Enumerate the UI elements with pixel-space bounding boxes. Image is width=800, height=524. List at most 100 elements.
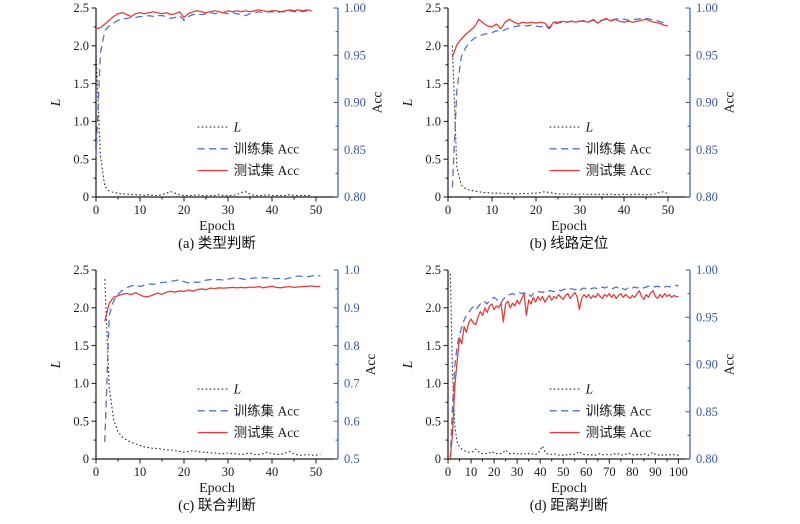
- right-y-axis: 0.80 0.85 0.90 0.95 1.00 Acc: [333, 1, 385, 204]
- x-axis-label: Epoch: [551, 219, 587, 234]
- legend-label: 训练集 Acc: [586, 403, 652, 418]
- x-tick-label: 100: [669, 465, 688, 479]
- left-y-axis: 0 0.5 1.0 1.5 2.0 2.5 L: [400, 1, 448, 204]
- right-tick-label: 0.80: [696, 190, 718, 204]
- chart-joint-judgment: 0 10 20 30 40 50Epoch00.51.01.52.02.5L0.50.60…: [48, 263, 378, 496]
- series-test-acc: [451, 17, 669, 58]
- chart-line-location: 0 10 20 30 40 50Epoch00.51.01.52.02.5L0.800.8…: [400, 1, 737, 234]
- x-tick-label: 10: [134, 203, 147, 217]
- x-tick-label: 90: [649, 465, 662, 479]
- subplot-joint-judgment: 0 10 20 30 40 50 Epoch 0 0.5 1.0 1.5 2.0 2.5 L 0.5 0.6 0…: [0, 262, 400, 524]
- left-tick-label: 2.5: [425, 263, 441, 277]
- subplot-caption-c: (c) 联合判断: [178, 498, 256, 514]
- x-tick-label: 30: [222, 465, 235, 479]
- x-tick-label: 50: [310, 465, 323, 479]
- left-tick-label: 1.5: [73, 339, 89, 353]
- left-tick-label: 1.5: [425, 77, 441, 91]
- left-tick-label: 1.5: [73, 77, 89, 91]
- right-tick-label: 0.80: [344, 190, 366, 204]
- left-y-axis: 0 0.5 1.0 1.5 2.0 2.5 L: [400, 263, 448, 466]
- subplot-distance-judgment: 0 10 20 30 40 50 60 70 80 90 100 Epoch 0 0.5 1.0 1.5 2.0…: [400, 262, 800, 524]
- x-tick-label: 40: [266, 465, 279, 479]
- right-tick-label: 0.7: [344, 377, 360, 391]
- legend: L 训练集 Acc 测试集 Acc: [549, 382, 652, 440]
- right-tick-label: 0.90: [696, 96, 718, 110]
- subplot-type-judgment: 0 10 20 30 40 50 Epoch 0 0.5 1.0 1.5 2.0 2.5 L 0.80 0.8…: [0, 0, 400, 262]
- x-tick-label: 0: [93, 465, 99, 479]
- x-tick-label: 0: [445, 203, 451, 217]
- left-axis-label: L: [400, 99, 415, 108]
- left-tick-label: 0: [435, 452, 441, 466]
- legend-label: L: [233, 382, 242, 397]
- left-tick-label: 2.0: [425, 39, 441, 53]
- legend-label: 训练集 Acc: [586, 141, 652, 156]
- right-tick-label: 0.85: [696, 405, 718, 419]
- x-axis-label: Epoch: [199, 219, 235, 234]
- legend-label: 测试集 Acc: [234, 163, 300, 178]
- subplot-line-location: 0 10 20 30 40 50 Epoch 0 0.5 1.0 1.5 2.0 2.5 L 0.80 0.8…: [400, 0, 800, 262]
- series-train-acc: [449, 284, 679, 460]
- left-axis-label: L: [48, 361, 63, 370]
- right-tick-label: 0.8: [344, 339, 360, 353]
- series-train-acc: [95, 10, 312, 157]
- left-tick-label: 0: [83, 452, 89, 466]
- x-tick-label: 0: [445, 465, 451, 479]
- left-tick-label: 0: [435, 190, 441, 204]
- series-test-acc: [95, 9, 312, 30]
- x-tick-label: 40: [618, 203, 631, 217]
- right-tick-label: 0.95: [696, 48, 718, 62]
- left-tick-label: 2.0: [73, 39, 89, 53]
- left-tick-label: 0: [83, 190, 89, 204]
- x-tick-label: 70: [603, 465, 616, 479]
- right-tick-label: 1.00: [344, 1, 366, 15]
- left-tick-label: 2.5: [73, 263, 89, 277]
- right-tick-label: 1.00: [696, 263, 718, 277]
- legend-label: L: [233, 120, 242, 135]
- series-loss: [104, 279, 321, 456]
- series-test-acc: [104, 285, 321, 322]
- left-tick-label: 2.5: [425, 1, 441, 15]
- x-tick-label: 30: [574, 203, 587, 217]
- chart-distance-judgment: 0 10 20 30 40 50 60 70 80 90 100 Epoch 0 0.5 1.0 1.5 2.0…: [400, 263, 737, 496]
- legend-label: 测试集 Acc: [234, 425, 300, 440]
- right-tick-label: 0.85: [344, 143, 366, 157]
- left-y-axis: 0 0.5 1.0 1.5 2.0 2.5 L: [48, 1, 96, 204]
- left-tick-label: 0.5: [425, 152, 441, 166]
- x-tick-label: 10: [465, 465, 478, 479]
- right-tick-label: 0.95: [696, 310, 718, 324]
- right-y-axis: 0.5 0.6 0.7 0.8 0.9 1.0 Acc: [333, 263, 378, 466]
- right-tick-label: 0.90: [696, 358, 718, 372]
- right-y-axis: 0.80 0.85 0.90 0.95 1.00 Acc: [685, 1, 737, 204]
- subplot-caption-a: (a) 类型判断: [178, 236, 256, 252]
- x-axis: 0 10 20 30 40 50 Epoch: [93, 197, 322, 234]
- x-tick-label: 50: [662, 203, 675, 217]
- legend-label: L: [585, 120, 594, 135]
- right-tick-label: 0.80: [696, 452, 718, 466]
- legend-label: 训练集 Acc: [234, 403, 300, 418]
- x-tick-label: 20: [178, 465, 191, 479]
- x-tick-label: 0: [93, 203, 99, 217]
- x-axis: 0 10 20 30 40 50 60 70 80 90 100 Epoch: [445, 459, 688, 496]
- left-tick-label: 2.0: [73, 301, 89, 315]
- legend: L 训练集 Acc 测试集 Acc: [197, 382, 300, 440]
- series-loss: [449, 273, 679, 456]
- right-axis-label: Acc: [722, 92, 737, 114]
- subplot-caption-d: (d) 距离判断: [529, 498, 609, 514]
- right-tick-label: 0.6: [344, 414, 360, 428]
- right-axis-label: Acc: [722, 354, 737, 376]
- x-tick-label: 30: [222, 203, 235, 217]
- x-tick-label: 20: [488, 465, 501, 479]
- x-tick-label: 10: [486, 203, 499, 217]
- x-axis: 0 10 20 30 40 50 Epoch: [93, 459, 322, 496]
- right-tick-label: 0.85: [696, 143, 718, 157]
- left-tick-label: 0.5: [425, 414, 441, 428]
- legend-label: 测试集 Acc: [586, 163, 652, 178]
- legend: L 训练集 Acc 测试集 Acc: [197, 120, 300, 178]
- x-tick-label: 40: [534, 465, 547, 479]
- right-tick-label: 0.95: [344, 48, 366, 62]
- left-tick-label: 1.0: [73, 377, 89, 391]
- x-tick-label: 80: [626, 465, 639, 479]
- series-loss: [95, 51, 312, 197]
- x-tick-label: 50: [310, 203, 323, 217]
